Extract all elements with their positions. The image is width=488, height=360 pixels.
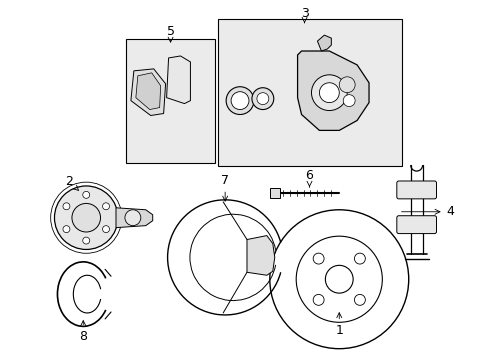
- Circle shape: [225, 87, 253, 114]
- Circle shape: [312, 294, 324, 305]
- Circle shape: [231, 92, 248, 109]
- Circle shape: [343, 95, 354, 107]
- Text: 3: 3: [300, 7, 308, 23]
- Polygon shape: [131, 69, 165, 116]
- Circle shape: [124, 210, 141, 226]
- Text: 2: 2: [65, 175, 79, 190]
- Circle shape: [312, 253, 324, 264]
- Circle shape: [319, 83, 339, 103]
- Polygon shape: [116, 208, 152, 228]
- Polygon shape: [136, 73, 161, 109]
- Polygon shape: [246, 235, 274, 275]
- Circle shape: [72, 203, 101, 232]
- FancyBboxPatch shape: [396, 181, 436, 199]
- Circle shape: [63, 203, 70, 210]
- Circle shape: [82, 192, 89, 198]
- Polygon shape: [317, 35, 331, 51]
- Text: 6: 6: [305, 168, 313, 187]
- Circle shape: [251, 88, 273, 109]
- Circle shape: [82, 237, 89, 244]
- Bar: [218, 19, 401, 166]
- Circle shape: [325, 265, 352, 293]
- Circle shape: [311, 75, 346, 111]
- Circle shape: [354, 294, 365, 305]
- Circle shape: [102, 226, 109, 233]
- Bar: [126, 39, 215, 163]
- Circle shape: [296, 236, 382, 322]
- Circle shape: [339, 77, 354, 93]
- Bar: [269, 188, 279, 198]
- Circle shape: [54, 186, 118, 249]
- Polygon shape: [297, 51, 368, 130]
- Text: 7: 7: [221, 174, 229, 201]
- FancyBboxPatch shape: [396, 216, 436, 234]
- Circle shape: [354, 253, 365, 264]
- Polygon shape: [166, 56, 190, 104]
- Circle shape: [102, 203, 109, 210]
- Text: 4: 4: [401, 205, 453, 218]
- Text: 5: 5: [166, 24, 174, 42]
- Circle shape: [63, 226, 70, 233]
- Text: 8: 8: [79, 321, 87, 343]
- Circle shape: [269, 210, 408, 349]
- Text: 1: 1: [335, 313, 343, 337]
- Circle shape: [256, 93, 268, 105]
